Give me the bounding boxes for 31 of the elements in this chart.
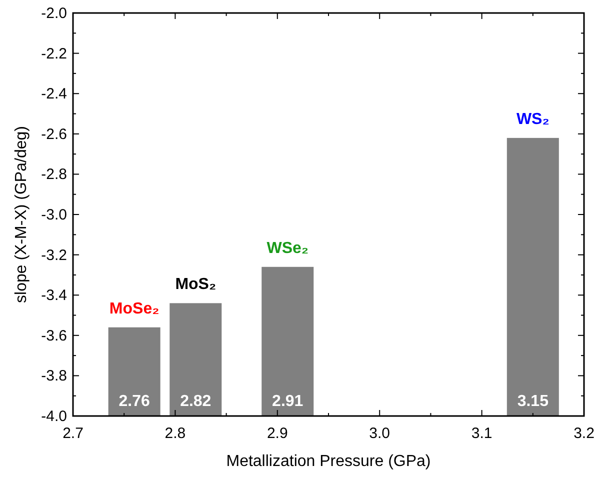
y-tick-label: -3.4: [41, 287, 67, 304]
y-tick-label: -2.2: [41, 45, 67, 62]
annotation: MoSe₂: [109, 300, 160, 318]
bar: [506, 138, 559, 416]
annotation: 2.76: [118, 393, 150, 410]
y-tick-label: -2.0: [41, 5, 67, 22]
y-axis-title: slope (X-M-X) (GPa/deg): [13, 126, 30, 303]
annotation: WS₂: [516, 110, 550, 128]
x-axis-title: Metallization Pressure (GPa): [226, 453, 431, 470]
y-tick-label: -3.0: [41, 206, 67, 224]
y-tick-label: -3.8: [41, 368, 67, 385]
y-tick-label: -3.6: [41, 327, 67, 344]
x-tick-label: 3.1: [471, 425, 492, 442]
y-tick-label: -2.4: [41, 86, 67, 103]
annotation: 3.15: [517, 393, 549, 410]
bar: [170, 303, 222, 416]
bar: [108, 327, 160, 416]
annotation: 2.91: [272, 393, 304, 410]
y-tick-label: -4.0: [41, 408, 67, 425]
x-tick-label: 3.0: [369, 425, 390, 442]
x-tick-label: 3.2: [574, 425, 594, 442]
x-tick-label: 2.7: [62, 425, 84, 442]
y-tick-label: -3.2: [41, 246, 67, 264]
annotation: 2.82: [180, 393, 212, 410]
x-tick-label: 2.8: [164, 425, 186, 442]
bar: [262, 266, 314, 416]
y-tick-label: -2.6: [41, 126, 67, 143]
x-tick-label: 2.9: [266, 425, 288, 442]
annotation: WSe₂: [266, 240, 309, 257]
annotation: MoS₂: [175, 276, 216, 294]
y-tick-label: -2.8: [41, 166, 67, 184]
